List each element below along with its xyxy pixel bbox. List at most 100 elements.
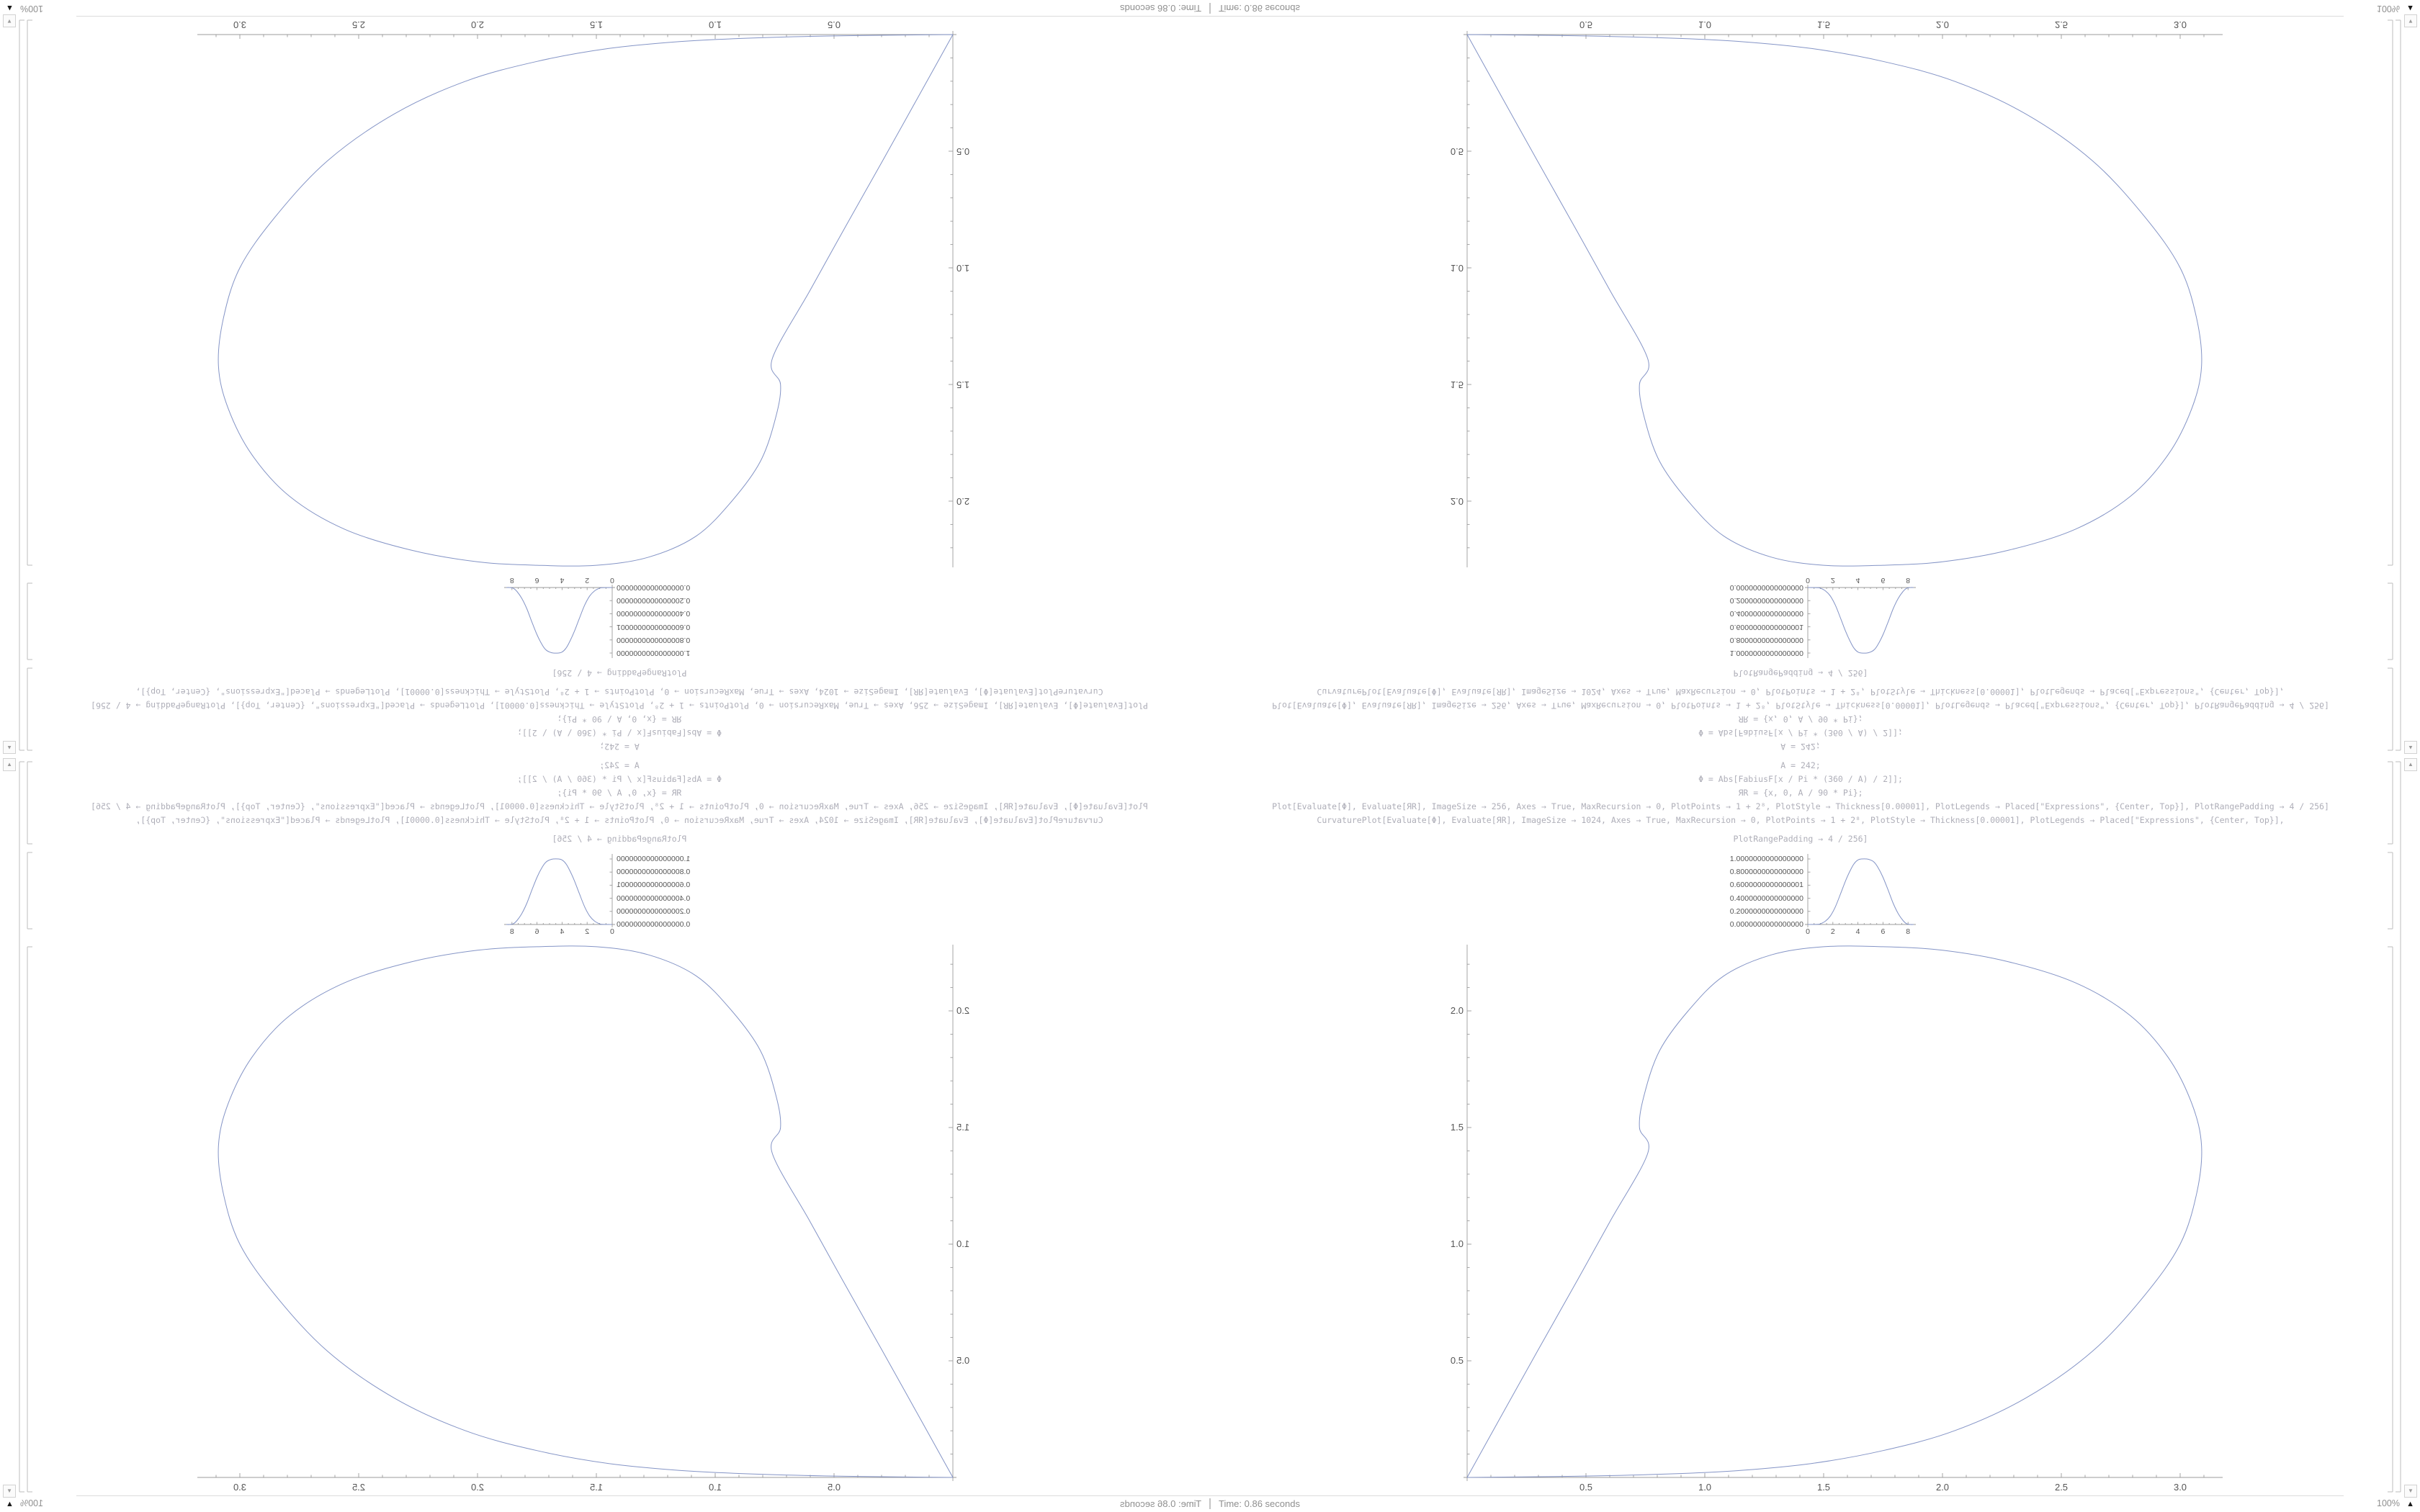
scroll-down-icon[interactable]: ▼	[2404, 14, 2417, 27]
tick-label: 0.8000000000000000	[1729, 868, 1803, 877]
plot-curve	[1807, 587, 1914, 654]
magnification-control[interactable]: 100%	[20, 1498, 43, 1508]
code-cell[interactable]: A = 242; Φ = Abs[FabiusF[x / Pi * (360 / …	[1210, 759, 2391, 846]
tick-label: 1.0	[956, 1238, 970, 1249]
tick-label: 2.5	[351, 1482, 366, 1493]
status-time-text: Time: 0.86 seconds	[1219, 1498, 1300, 1509]
tick-label: 1.5	[1816, 19, 1831, 30]
plot-curve	[218, 945, 954, 1478]
tick-label: 0	[610, 576, 614, 585]
tick-label: 1.0	[1450, 263, 1464, 274]
status-time-text: Time: 0.86 seconds	[1120, 1498, 1201, 1509]
code-line[interactable]: A = 242;	[1780, 760, 1821, 770]
status-separator	[1210, 1498, 1211, 1509]
tick-label: 3.0	[233, 19, 247, 30]
cell-brackets[interactable]	[19, 761, 32, 1493]
notebook-view: A = 242; Φ = Abs[FabiusF[x / Pi * (360 / …	[0, 756, 1210, 1512]
tick-label: 2.5	[2054, 1482, 2069, 1493]
tick-label: 1.5	[956, 379, 970, 390]
cell-brackets[interactable]	[2388, 19, 2401, 751]
tick-label: 0.2000000000000000	[1729, 906, 1803, 916]
tick-label: 0.4000000000000000	[1729, 609, 1803, 618]
tick-label: 6	[1881, 927, 1886, 936]
tick-label: 0.5	[1450, 1355, 1464, 1366]
tick-label: 0.6000000000000001	[617, 622, 691, 631]
tick-label: 0.0000000000000000	[617, 583, 691, 592]
tick-label: 4	[1855, 576, 1860, 585]
tick-label: 2.5	[351, 19, 366, 30]
tick-label: 2.5	[2054, 19, 2069, 30]
plot-axes	[1464, 31, 2223, 658]
code-line[interactable]: ЯR = {x, 0, A / 90 * Pi};	[1738, 788, 1863, 798]
tick-label: 6	[1881, 576, 1886, 585]
tick-label: 1.5	[956, 1122, 970, 1133]
tick-label: 1.0	[956, 263, 970, 274]
scroll-down-icon[interactable]: ▼	[2404, 1485, 2417, 1498]
tick-label: 4	[560, 927, 565, 936]
tick-label: 1.0000000000000000	[617, 649, 691, 657]
plot-axes	[197, 31, 956, 658]
scroll-up-icon[interactable]: ▲	[3, 758, 16, 771]
tick-label: 1.5	[589, 1482, 604, 1493]
tick-label: 1.5	[589, 19, 604, 30]
magnification-popup-icon[interactable]: ▲	[2406, 4, 2414, 12]
tick-label: 4	[1855, 927, 1860, 936]
plot-curve	[218, 34, 954, 567]
scroll-down-icon[interactable]: ▼	[3, 1485, 16, 1498]
plot-curve	[506, 858, 613, 925]
tick-label: 0.4000000000000000	[1729, 894, 1803, 903]
scroll-down-icon[interactable]: ▼	[3, 14, 16, 27]
tick-label: 0.6000000000000001	[617, 881, 691, 890]
code-line[interactable]: PlotRangePadding → 4 / 256]	[1733, 834, 1868, 844]
cell-brackets[interactable]	[19, 19, 32, 751]
tick-label: 2.0	[1450, 1005, 1464, 1016]
scroll-up-icon[interactable]: ▲	[2404, 741, 2417, 754]
tick-label: 1.0	[1698, 19, 1712, 30]
status-time-text: Time: 0.86 seconds	[1219, 3, 1300, 14]
tick-label: 8	[509, 927, 514, 936]
tick-label: 2.0	[956, 1005, 970, 1016]
notebook-view: A = 242; Φ = Abs[FabiusF[x / Pi * (360 / …	[0, 0, 1210, 756]
code-line[interactable]: CurvaturePlot[Evaluate[Φ], Evaluate[ЯR],…	[1317, 815, 2285, 825]
tick-label: 3.0	[233, 1482, 247, 1493]
tick-label: 2.0	[470, 19, 485, 30]
status-bar-rule	[1210, 16, 2344, 17]
magnification-control[interactable]: 100%	[2377, 4, 2400, 14]
magnification-popup-icon[interactable]: ▲	[6, 1500, 14, 1508]
plot-curves	[1466, 34, 2202, 654]
cell-brackets[interactable]	[2388, 761, 2401, 1493]
tick-label: 3.0	[2173, 1482, 2187, 1493]
plot-curve	[1466, 945, 2202, 1478]
magnification-popup-icon[interactable]: ▲	[2406, 1500, 2414, 1508]
tick-label: 0.5	[956, 1355, 970, 1366]
status-time-text: Time: 0.86 seconds	[1120, 3, 1201, 14]
magnification-control[interactable]: 100%	[2377, 1498, 2400, 1508]
plot-axes	[1464, 854, 2223, 1481]
code-line[interactable]: Φ = Abs[FabiusF[x / Pi * (360 / A) / 2]]…	[1698, 774, 1903, 784]
quadrant-bottom-left: A = 242; Φ = Abs[FabiusF[x / Pi * (360 / …	[0, 756, 1210, 1512]
magnification-control[interactable]: 100%	[20, 4, 43, 14]
tick-label: 0.2000000000000000	[617, 906, 691, 916]
tick-label: 0.8000000000000000	[617, 868, 691, 877]
tick-label: 1.0	[1698, 1482, 1712, 1493]
tick-label: 2	[1830, 576, 1835, 585]
tick-label: 0.5	[827, 19, 841, 30]
tick-label: 2.0	[956, 496, 970, 507]
tick-label: 2	[585, 576, 590, 585]
status-bar: Time: 0.86 seconds	[0, 0, 1210, 17]
tick-label: 1.5	[1816, 1482, 1831, 1493]
magnification-popup-icon[interactable]: ▲	[6, 4, 14, 12]
status-bar-rule	[76, 16, 1210, 17]
plots-layer	[1464, 761, 2401, 1493]
tick-label: 0.0000000000000000	[1729, 920, 1803, 929]
tick-label: 0.8000000000000000	[1729, 635, 1803, 644]
tick-label: 2.0	[1935, 19, 1950, 30]
tick-label: 2	[1830, 927, 1835, 936]
tick-label: 0.0000000000000000	[617, 920, 691, 929]
plot-curves	[218, 34, 954, 654]
code-line[interactable]: Plot[Evaluate[Φ], Evaluate[ЯR], ImageSiz…	[1272, 801, 2329, 811]
scroll-up-icon[interactable]: ▲	[3, 741, 16, 754]
scroll-up-icon[interactable]: ▲	[2404, 758, 2417, 771]
quadrant-bottom-right: A = 242; Φ = Abs[FabiusF[x / Pi * (360 / …	[1210, 756, 2420, 1512]
